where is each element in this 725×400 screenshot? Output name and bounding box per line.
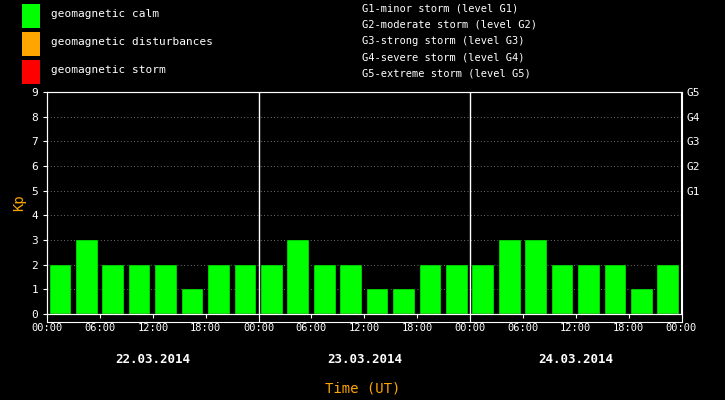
Text: G2-moderate storm (level G2): G2-moderate storm (level G2) xyxy=(362,20,537,30)
Text: geomagnetic calm: geomagnetic calm xyxy=(51,9,159,19)
Text: G1-minor storm (level G1): G1-minor storm (level G1) xyxy=(362,4,519,14)
Bar xyxy=(367,289,389,314)
Bar xyxy=(49,265,71,314)
Bar xyxy=(658,265,679,314)
Text: G3-strong storm (level G3): G3-strong storm (level G3) xyxy=(362,36,525,46)
Bar xyxy=(526,240,547,314)
Bar xyxy=(552,265,573,314)
Bar xyxy=(446,265,468,314)
Bar xyxy=(182,289,203,314)
Bar xyxy=(155,265,177,314)
Bar xyxy=(631,289,652,314)
Text: G5-extreme storm (level G5): G5-extreme storm (level G5) xyxy=(362,69,531,79)
Bar xyxy=(314,265,336,314)
Text: Time (UT): Time (UT) xyxy=(325,382,400,396)
Text: G4-severe storm (level G4): G4-severe storm (level G4) xyxy=(362,52,525,62)
Bar xyxy=(129,265,151,314)
Bar xyxy=(287,240,309,314)
Bar xyxy=(76,240,98,314)
Bar xyxy=(234,265,256,314)
Bar xyxy=(420,265,442,314)
Bar xyxy=(499,240,521,314)
Bar xyxy=(22,60,40,84)
Bar xyxy=(578,265,600,314)
Bar xyxy=(22,32,40,56)
Bar xyxy=(102,265,124,314)
Text: 22.03.2014: 22.03.2014 xyxy=(115,353,191,366)
Bar xyxy=(208,265,230,314)
Text: geomagnetic disturbances: geomagnetic disturbances xyxy=(51,37,212,47)
Bar xyxy=(393,289,415,314)
Y-axis label: Kp: Kp xyxy=(12,195,26,211)
Bar xyxy=(605,265,626,314)
Text: geomagnetic storm: geomagnetic storm xyxy=(51,65,165,75)
Bar xyxy=(22,4,40,28)
Bar xyxy=(473,265,494,314)
Bar xyxy=(261,265,283,314)
Bar xyxy=(340,265,362,314)
Text: 23.03.2014: 23.03.2014 xyxy=(327,353,402,366)
Text: 24.03.2014: 24.03.2014 xyxy=(538,353,613,366)
